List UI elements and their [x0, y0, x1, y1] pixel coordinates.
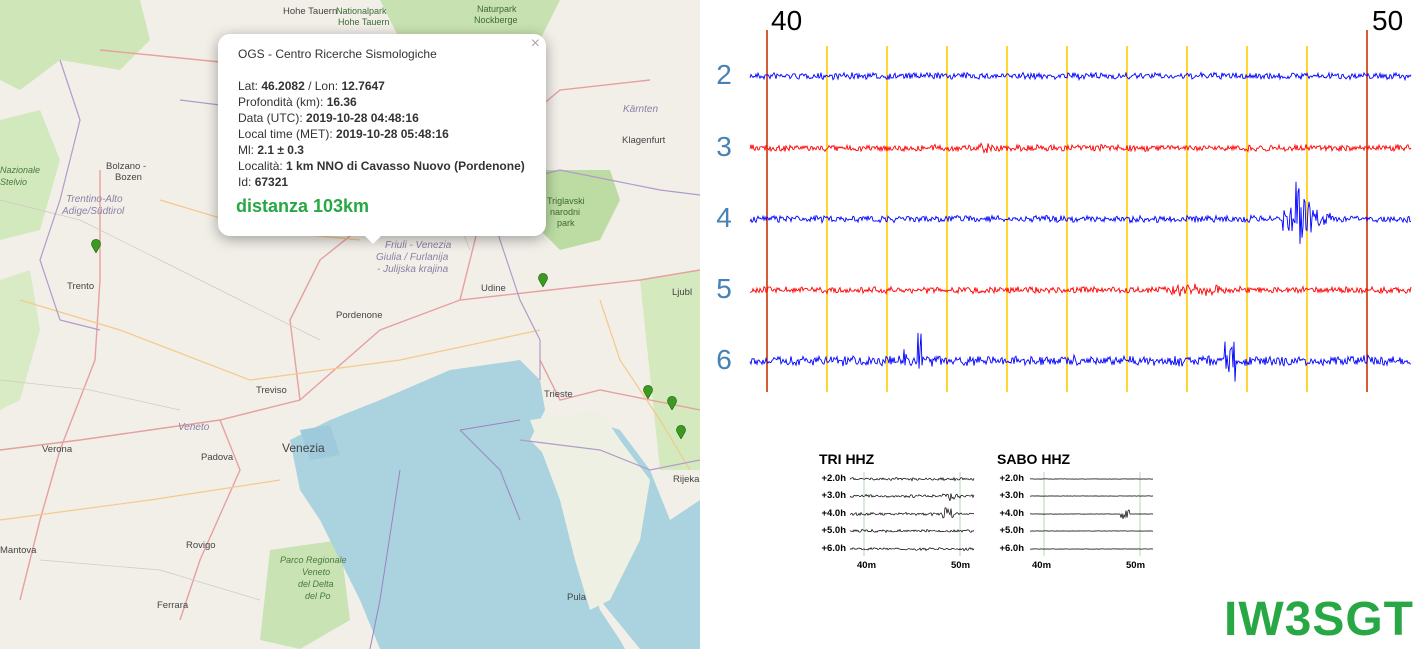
- mini-trace-line: [849, 476, 975, 482]
- label-bolzano: Bolzano -: [106, 161, 147, 172]
- hour-label: 4: [716, 202, 732, 233]
- popup-id: Id: 67321: [238, 175, 289, 189]
- hour-label: 5: [716, 273, 732, 304]
- popup-local-time: Local time (MET): 2019-10-28 05:48:16: [238, 127, 449, 141]
- mini-title-tri: TRI HHZ: [819, 451, 875, 467]
- mini-row-label: +3.0h: [821, 490, 846, 501]
- station-marker-icon[interactable]: [676, 425, 686, 439]
- mini-row-label: +3.0h: [999, 490, 1024, 501]
- trace-line: [749, 283, 1412, 297]
- hour-label: 2: [716, 59, 732, 90]
- popup-distance: distanza 103km: [236, 196, 370, 216]
- label-triglav-3: park: [557, 218, 575, 228]
- mini-row-label: +2.0h: [999, 473, 1024, 484]
- mini-trace-line: [849, 528, 975, 534]
- label-mantova: Mantova: [0, 545, 37, 556]
- mini-row-label: +2.0h: [821, 473, 846, 484]
- label-rovigo: Rovigo: [186, 540, 216, 551]
- mini-row-label: +4.0h: [821, 508, 846, 519]
- label-stelvio: Stelvio: [0, 177, 28, 187]
- label-nazionale: Nazionale: [0, 165, 41, 175]
- minute-label: 50: [1372, 5, 1404, 36]
- station-marker-icon[interactable]: [538, 273, 548, 287]
- popup-location: Località: 1 km NNO di Cavasso Nuovo (Por…: [238, 159, 525, 173]
- label-karnten: Kärnten: [623, 104, 659, 115]
- label-triglav-2: narodni: [550, 207, 581, 217]
- hour-label: 6: [716, 344, 732, 375]
- mini-row-label: +5.0h: [821, 525, 846, 536]
- popup-title: OGS - Centro Ricerche Sismologiche: [238, 47, 437, 61]
- mini-trace-line: [849, 493, 975, 502]
- label-trieste: Trieste: [544, 389, 573, 400]
- station-marker-icon[interactable]: [643, 385, 653, 399]
- label-np-1: Nationalpark: [336, 6, 387, 16]
- popup-depth: Profondità (km): 16.36: [238, 95, 357, 109]
- station-marker-icon[interactable]: [667, 396, 677, 410]
- label-treviso: Treviso: [256, 385, 287, 396]
- minute-label: 40: [771, 5, 803, 36]
- label-naturpark: Naturpark: [477, 4, 517, 14]
- popup-date: Data (UTC): 2019-10-28 04:48:16: [238, 111, 419, 125]
- mini-trace-line: [1029, 509, 1154, 519]
- mini-row-label: +4.0h: [999, 508, 1024, 519]
- label-veneto: Veneto: [178, 422, 210, 433]
- mini-trace-line: [849, 507, 975, 519]
- mini-trace-line: [849, 547, 975, 552]
- mini-tick-label: 50m: [1126, 560, 1146, 571]
- hour-label: 3: [716, 131, 732, 162]
- label-trentino-1: Trentino-Alto: [66, 194, 123, 205]
- label-verona: Verona: [42, 444, 73, 455]
- mini-row-label: +6.0h: [821, 543, 846, 554]
- map-base: [0, 0, 700, 649]
- label-triglav-1: Triglavski: [547, 196, 585, 206]
- label-fvg-3: - Julijska krajina: [377, 264, 449, 275]
- popup-magnitude: Ml: 2.1 ± 0.3: [238, 143, 304, 157]
- label-po-2: Veneto: [302, 567, 331, 577]
- label-trentino-2: Adige/Südtirol: [62, 206, 125, 217]
- label-po-4: del Po: [305, 591, 331, 601]
- trace-line: [749, 181, 1412, 244]
- label-venezia: Venezia: [282, 441, 325, 455]
- label-po-1: Parco Regionale: [280, 555, 347, 565]
- label-padova: Padova: [201, 452, 234, 463]
- label-nockberge: Nockberge: [474, 15, 518, 25]
- helicorder-plot: [749, 30, 1412, 392]
- trace-line: [749, 71, 1412, 82]
- mini-tick-label: 40m: [1032, 560, 1052, 571]
- popup-latlon: Lat: 46.2082 / Lon: 12.7647: [238, 79, 385, 93]
- popup-details: Lat: 46.2082 / Lon: 12.7647 Profondità (…: [238, 78, 525, 190]
- close-icon[interactable]: ×: [530, 35, 540, 52]
- label-klagenfurt: Klagenfurt: [622, 135, 666, 146]
- label-fvg-2: Giulia / Furlanija: [376, 252, 449, 263]
- seismogram-panel: 40 50 2 3 4 5 6 TRI HHZ +2.0h +3.0h +4.0…: [700, 0, 1428, 649]
- label-trento: Trento: [67, 281, 95, 292]
- popup-tip: [363, 234, 383, 244]
- label-hohe-tauern: Hohe Tauern: [283, 6, 338, 17]
- label-bozen: Bozen: [115, 172, 142, 183]
- label-fvg-1: Friuli - Venezia: [385, 240, 452, 251]
- callsign-logo: IW3SGT: [1223, 593, 1414, 646]
- trace-line: [749, 332, 1412, 382]
- label-pordenone: Pordenone: [336, 310, 383, 321]
- label-po-3: del Delta: [298, 579, 334, 589]
- mini-tick-label: 40m: [857, 560, 877, 571]
- mini-row-label: +5.0h: [999, 525, 1024, 536]
- map-view[interactable]: Hohe Tauern Nationalpark Hohe Tauern Nat…: [0, 0, 700, 649]
- mini-tick-label: 50m: [951, 560, 971, 571]
- mini-title-sabo: SABO HHZ: [997, 451, 1071, 467]
- mini-row-label: +6.0h: [999, 543, 1024, 554]
- label-ljubljana: Ljubl: [672, 287, 693, 298]
- label-ferrara: Ferrara: [157, 600, 189, 611]
- label-pula: Pula: [567, 592, 587, 603]
- label-rijeka: Rijeka: [673, 474, 700, 485]
- label-udine: Udine: [481, 283, 506, 294]
- station-marker-icon[interactable]: [91, 239, 101, 253]
- trace-line: [749, 142, 1412, 154]
- event-popup: × OGS - Centro Ricerche Sismologiche Lat…: [218, 34, 546, 236]
- label-np-2: Hohe Tauern: [338, 17, 390, 27]
